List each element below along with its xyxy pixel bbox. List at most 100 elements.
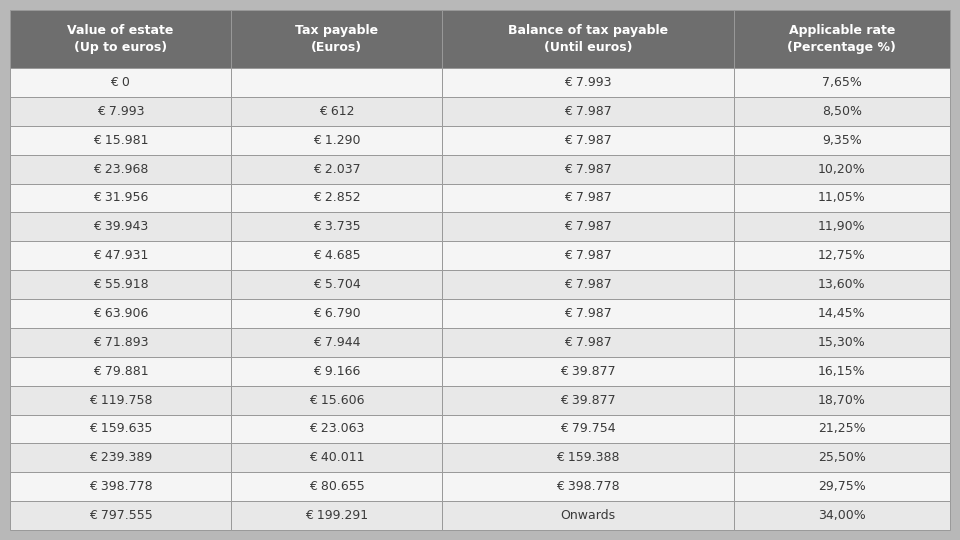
Text: 15,30%: 15,30% — [818, 336, 866, 349]
Bar — [443, 241, 733, 270]
Bar — [443, 68, 733, 97]
Bar — [231, 212, 443, 241]
Text: € 80.655: € 80.655 — [309, 480, 365, 493]
Bar — [231, 299, 443, 328]
Text: € 7.944: € 7.944 — [313, 336, 360, 349]
Bar — [10, 270, 231, 299]
Bar — [10, 472, 231, 501]
Text: 21,25%: 21,25% — [818, 422, 866, 435]
Bar — [231, 184, 443, 212]
Bar — [231, 415, 443, 443]
Text: 34,00%: 34,00% — [818, 509, 866, 522]
Text: € 7.993: € 7.993 — [97, 105, 144, 118]
Bar — [231, 357, 443, 386]
Bar — [231, 154, 443, 184]
Bar — [231, 328, 443, 357]
Bar — [443, 501, 733, 530]
Text: € 40.011: € 40.011 — [309, 451, 365, 464]
Bar — [231, 241, 443, 270]
Text: € 47.931: € 47.931 — [93, 249, 148, 262]
Bar — [231, 10, 443, 68]
Text: € 23.968: € 23.968 — [93, 163, 148, 176]
Text: € 39.877: € 39.877 — [561, 364, 616, 377]
Bar — [10, 241, 231, 270]
Text: € 398.778: € 398.778 — [556, 480, 620, 493]
Bar — [443, 386, 733, 415]
Bar — [231, 68, 443, 97]
Bar — [231, 386, 443, 415]
Bar — [10, 10, 231, 68]
Text: € 7.987: € 7.987 — [564, 278, 612, 291]
Text: € 63.906: € 63.906 — [93, 307, 148, 320]
Text: Applicable rate
(Percentage %): Applicable rate (Percentage %) — [787, 24, 897, 54]
Bar — [231, 501, 443, 530]
Text: € 6.790: € 6.790 — [313, 307, 360, 320]
Bar — [443, 10, 733, 68]
Bar — [733, 328, 950, 357]
Text: € 1.290: € 1.290 — [313, 134, 360, 147]
Bar — [733, 501, 950, 530]
Bar — [231, 126, 443, 154]
Text: € 7.987: € 7.987 — [564, 336, 612, 349]
Bar — [733, 443, 950, 472]
Bar — [443, 212, 733, 241]
Bar — [443, 184, 733, 212]
Bar — [10, 328, 231, 357]
Bar — [733, 386, 950, 415]
Text: € 7.993: € 7.993 — [564, 76, 612, 89]
Bar — [733, 154, 950, 184]
Bar — [733, 241, 950, 270]
Text: 14,45%: 14,45% — [818, 307, 866, 320]
Bar — [443, 270, 733, 299]
Text: € 119.758: € 119.758 — [88, 394, 153, 407]
Text: € 39.877: € 39.877 — [561, 394, 616, 407]
Text: € 7.987: € 7.987 — [564, 134, 612, 147]
Bar — [231, 270, 443, 299]
Text: Value of estate
(Up to euros): Value of estate (Up to euros) — [67, 24, 174, 54]
Bar — [733, 68, 950, 97]
Text: € 3.735: € 3.735 — [313, 220, 360, 233]
Bar — [733, 184, 950, 212]
Bar — [10, 212, 231, 241]
Text: € 7.987: € 7.987 — [564, 105, 612, 118]
Text: € 7.987: € 7.987 — [564, 163, 612, 176]
Text: Balance of tax payable
(Until euros): Balance of tax payable (Until euros) — [508, 24, 668, 54]
Bar — [733, 97, 950, 126]
Text: € 79.881: € 79.881 — [92, 364, 148, 377]
Text: € 79.754: € 79.754 — [561, 422, 616, 435]
Text: € 4.685: € 4.685 — [313, 249, 360, 262]
Bar — [733, 472, 950, 501]
Text: 13,60%: 13,60% — [818, 278, 866, 291]
Bar — [10, 126, 231, 154]
Text: € 159.635: € 159.635 — [88, 422, 152, 435]
Text: 8,50%: 8,50% — [822, 105, 862, 118]
Text: 16,15%: 16,15% — [818, 364, 866, 377]
Bar — [733, 212, 950, 241]
Bar — [10, 415, 231, 443]
Text: 7,65%: 7,65% — [822, 76, 862, 89]
Bar — [231, 472, 443, 501]
Text: 12,75%: 12,75% — [818, 249, 866, 262]
Text: € 7.987: € 7.987 — [564, 249, 612, 262]
Bar — [733, 415, 950, 443]
Bar — [10, 357, 231, 386]
Text: € 39.943: € 39.943 — [93, 220, 148, 233]
Text: Onwards: Onwards — [561, 509, 615, 522]
Text: Tax payable
(Euros): Tax payable (Euros) — [295, 24, 378, 54]
Bar — [443, 415, 733, 443]
Bar — [443, 97, 733, 126]
Bar — [733, 299, 950, 328]
Text: € 7.987: € 7.987 — [564, 307, 612, 320]
Bar — [231, 443, 443, 472]
Text: € 2.852: € 2.852 — [313, 192, 360, 205]
Bar — [443, 443, 733, 472]
Bar — [10, 299, 231, 328]
Text: € 7.987: € 7.987 — [564, 220, 612, 233]
Bar — [10, 184, 231, 212]
Text: € 199.291: € 199.291 — [305, 509, 369, 522]
Text: € 9.166: € 9.166 — [313, 364, 360, 377]
Text: € 5.704: € 5.704 — [313, 278, 361, 291]
Text: € 239.389: € 239.389 — [89, 451, 152, 464]
Text: 11,90%: 11,90% — [818, 220, 866, 233]
Bar — [10, 97, 231, 126]
